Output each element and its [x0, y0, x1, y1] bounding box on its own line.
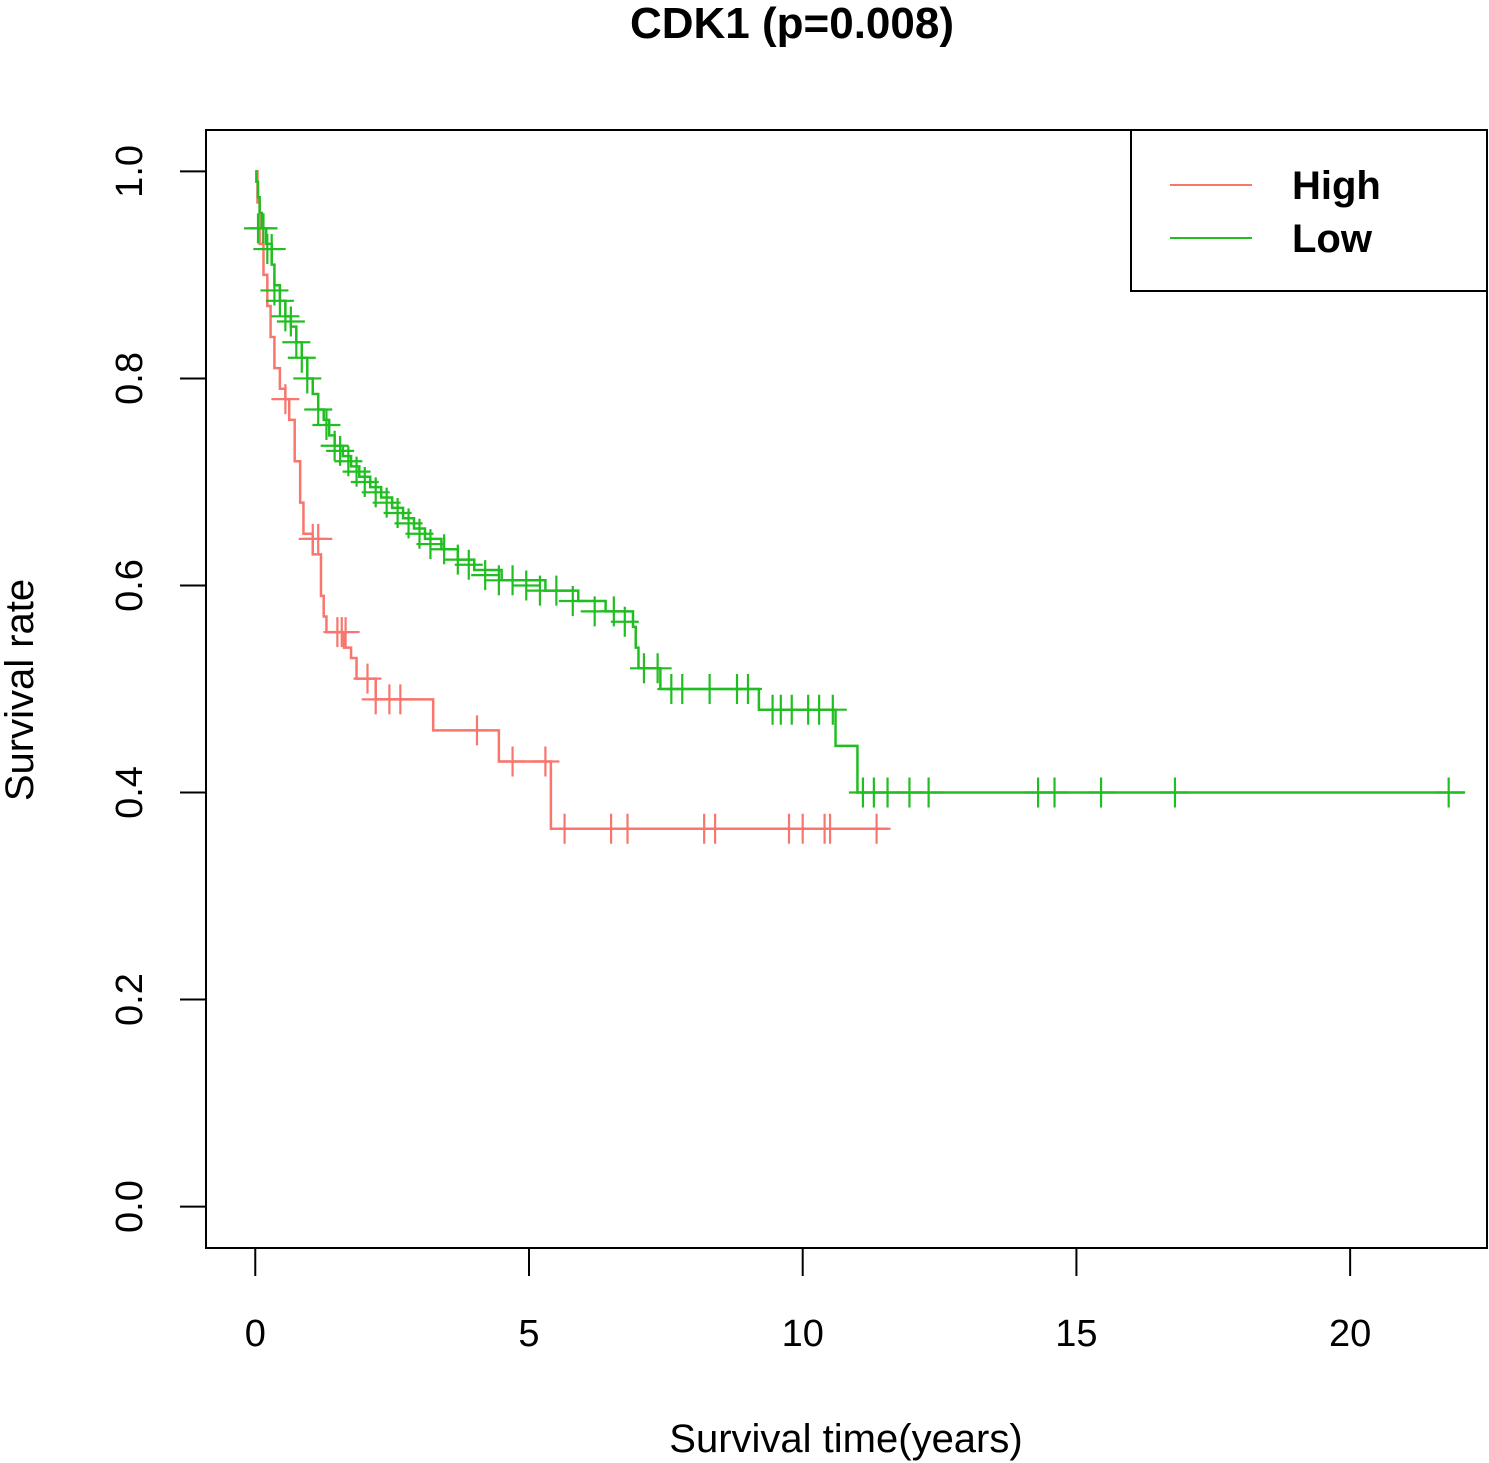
censor-mark — [304, 394, 333, 425]
censor-mark — [276, 306, 305, 337]
y-tick-label: 0.0 — [109, 1180, 151, 1233]
x-tick-label: 5 — [518, 1313, 539, 1355]
censor-mark — [293, 363, 322, 394]
censor-mark — [550, 813, 579, 844]
censor-mark — [416, 529, 445, 560]
censor-mark — [282, 327, 311, 358]
series-low — [244, 170, 1466, 808]
censor-mark — [733, 674, 762, 704]
censor-mark — [443, 544, 472, 575]
censor-mark — [353, 663, 382, 694]
censor-mark — [613, 813, 642, 844]
legend-box — [1130, 129, 1488, 292]
legend: High Low — [1130, 129, 1488, 292]
censor-mark — [1040, 777, 1069, 808]
censor-mark — [471, 560, 500, 591]
x-tick-label: 20 — [1329, 1313, 1371, 1355]
censor-mark — [287, 342, 316, 373]
censor-mark — [304, 523, 333, 554]
x-tick-label: 10 — [782, 1313, 824, 1355]
censor-mark — [498, 565, 527, 596]
censor-mark — [271, 384, 300, 415]
series-high — [248, 170, 891, 844]
y-tick-label: 0.8 — [109, 352, 151, 405]
censor-mark — [668, 674, 697, 704]
censor-mark — [914, 777, 943, 808]
x-tick-label: 15 — [1055, 1313, 1097, 1355]
y-tick-label: 1.0 — [109, 145, 151, 198]
censor-mark — [531, 746, 560, 777]
y-tick-label: 0.2 — [109, 973, 151, 1026]
censor-mark — [271, 301, 300, 332]
x-tick-label: 0 — [245, 1313, 266, 1355]
censor-mark — [320, 430, 349, 461]
survival-curve-high — [255, 170, 888, 830]
censor-mark — [818, 694, 847, 725]
censor-mark — [498, 746, 527, 777]
y-tick-label: 0.4 — [109, 766, 151, 819]
censor-mark — [257, 234, 286, 265]
censor-mark — [643, 653, 672, 684]
censor-mark — [331, 617, 360, 648]
censor-mark — [249, 213, 278, 244]
plot-frame — [205, 129, 1488, 1249]
censor-mark — [265, 285, 294, 316]
y-tick-label: 0.6 — [109, 559, 151, 612]
y-axis: 0.0 0.2 0.4 0.6 0.8 1.0 — [109, 145, 207, 1233]
y-axis-label: Survival rate — [0, 579, 42, 801]
censor-mark — [610, 606, 639, 637]
censor-mark — [542, 575, 571, 606]
censor-mark — [512, 570, 541, 601]
plot-border — [205, 129, 1488, 1249]
censor-mark — [862, 813, 891, 844]
censor-mark — [1160, 777, 1189, 808]
censor-mark — [558, 586, 587, 617]
censor-mark — [462, 715, 491, 746]
series-layer — [244, 170, 1466, 844]
censor-mark — [816, 813, 845, 844]
legend-label-high: High — [1292, 164, 1381, 208]
censor-mark — [312, 410, 341, 441]
legend-label-low: Low — [1292, 217, 1373, 261]
censor-mark — [695, 674, 724, 704]
chart-title: CDK1 (p=0.008) — [630, 0, 954, 48]
censor-mark — [701, 813, 730, 844]
censor-mark — [386, 684, 415, 715]
x-axis-label: Survival time(years) — [669, 1417, 1022, 1461]
x-axis: 0 5 10 15 20 — [245, 1247, 1371, 1355]
censor-mark — [1434, 777, 1463, 808]
censor-mark — [1087, 777, 1116, 808]
censor-mark — [454, 549, 483, 580]
